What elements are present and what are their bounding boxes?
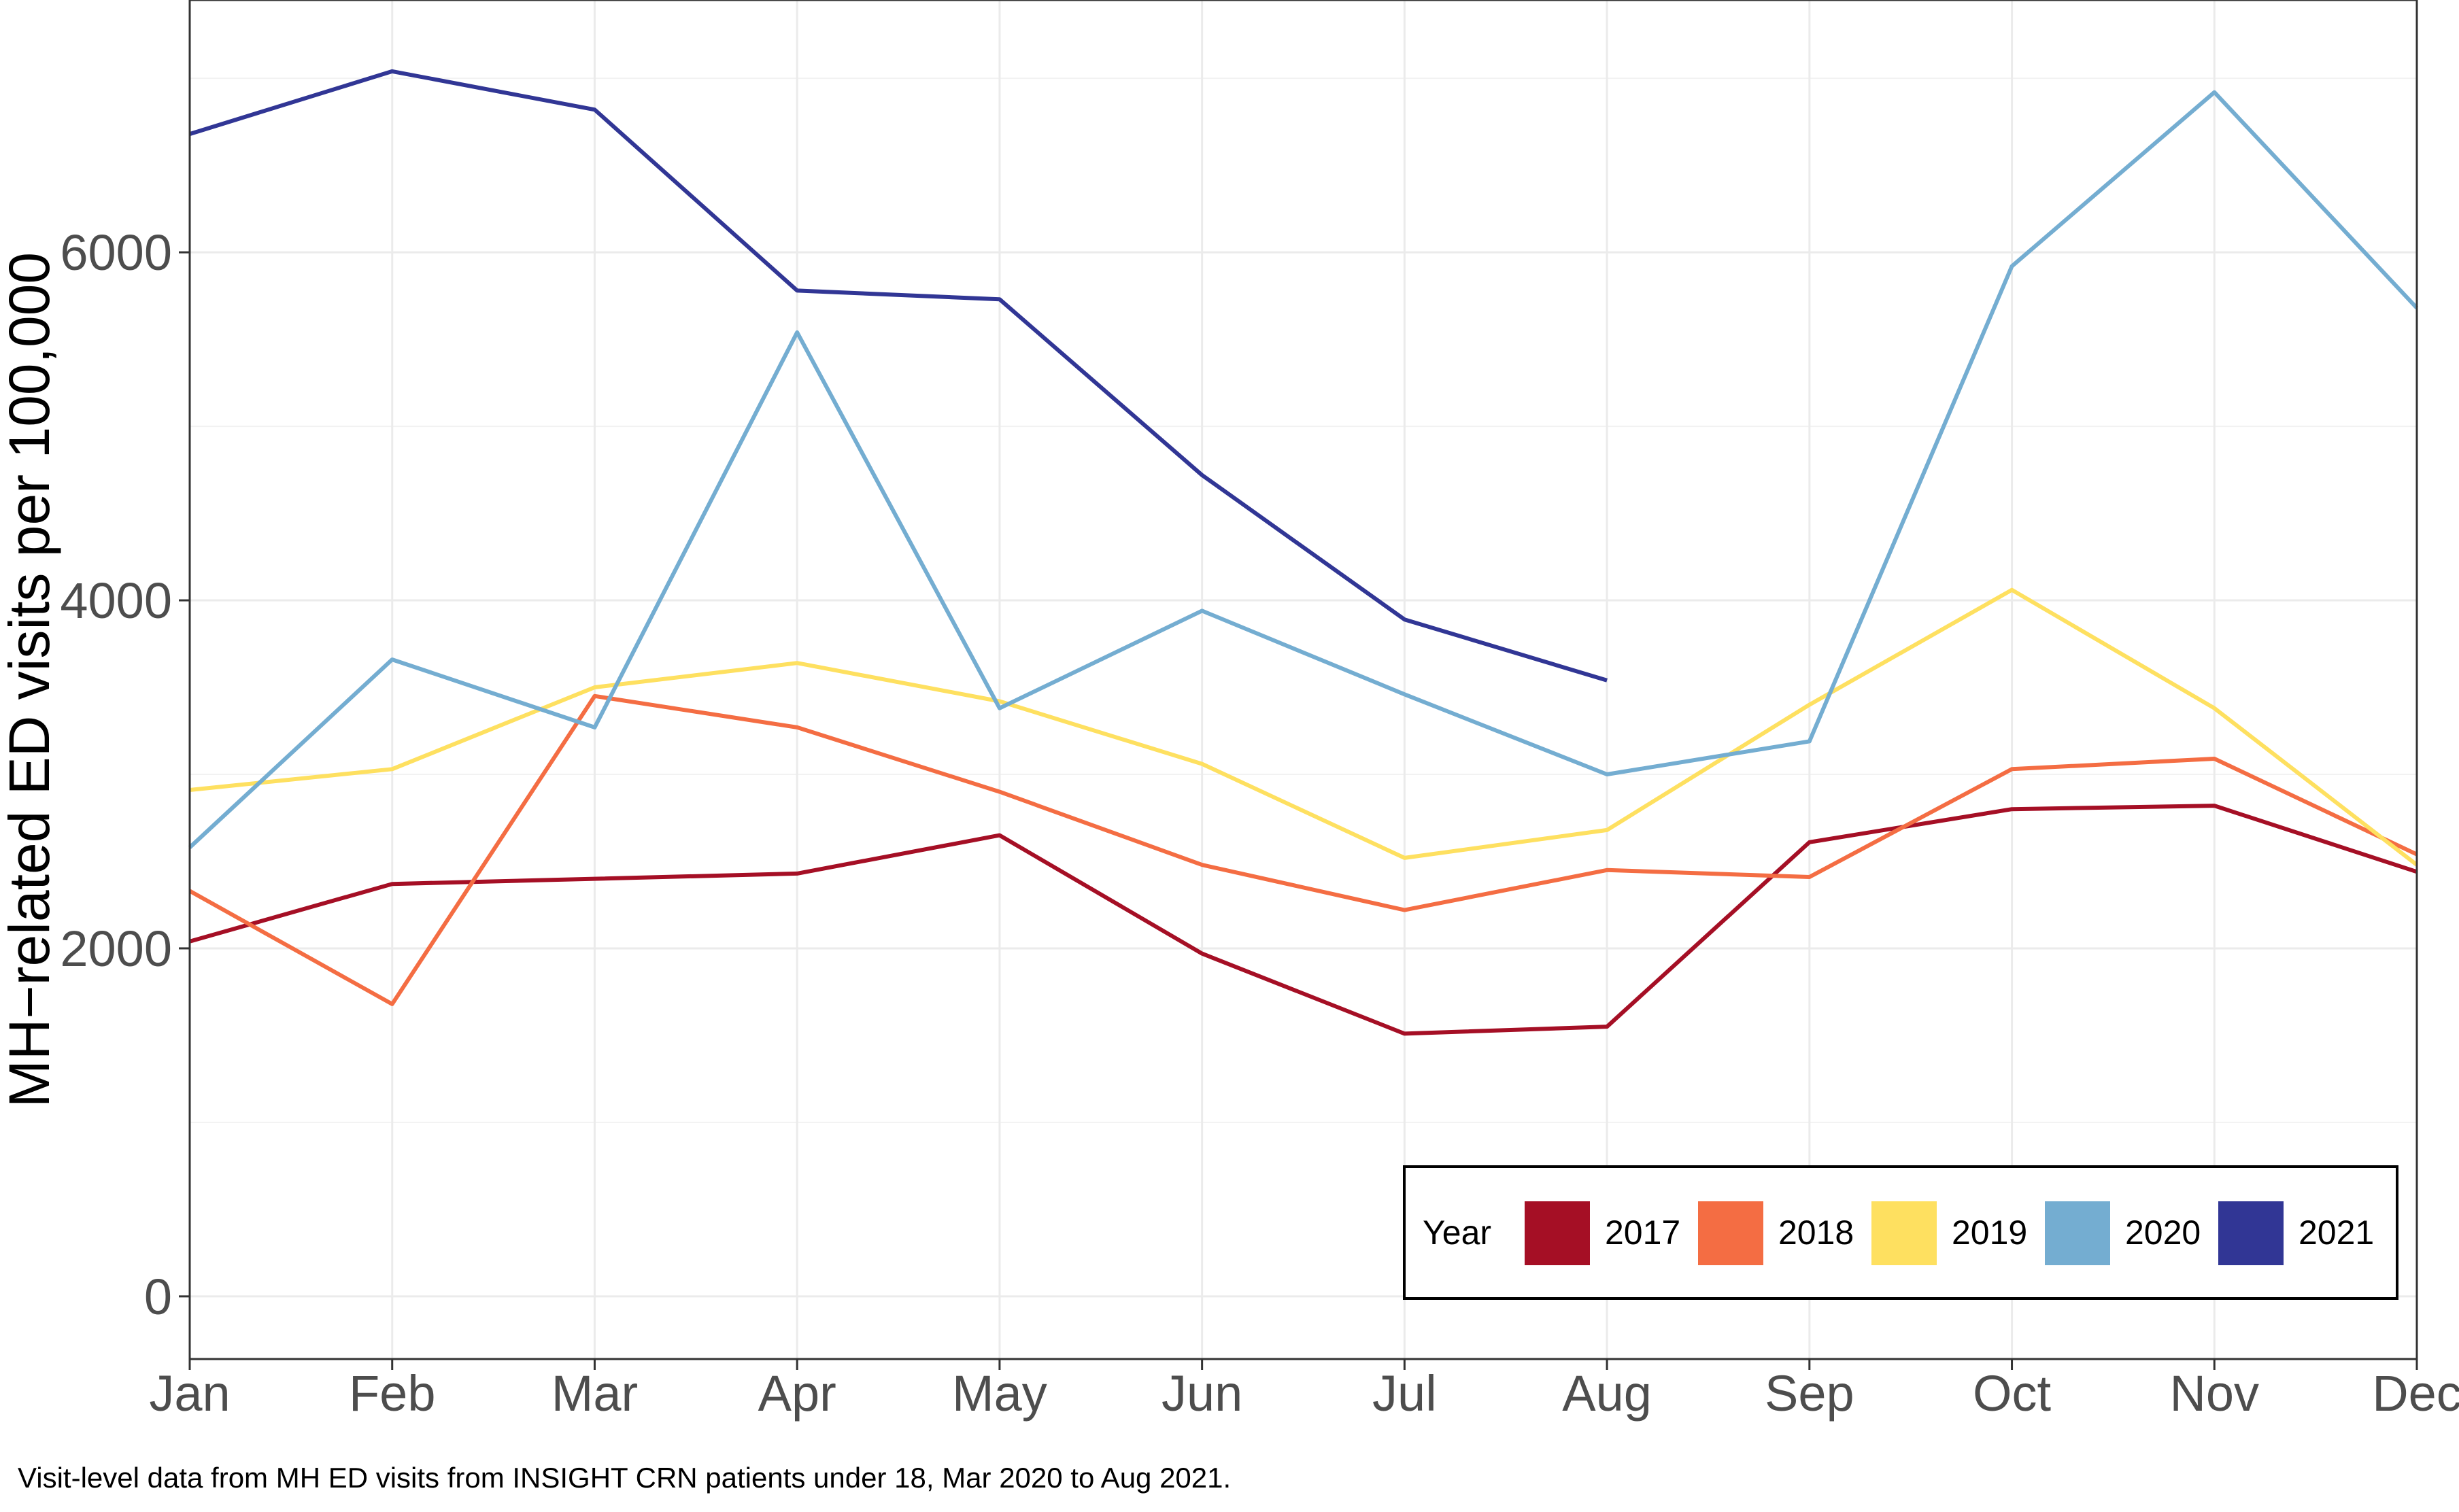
- y-tick-label: 4000: [60, 572, 172, 629]
- x-tick-label: Jun: [1161, 1365, 1242, 1422]
- legend-title: Year: [1423, 1214, 1491, 1252]
- legend-key-2019: [1871, 1201, 1937, 1265]
- plot-border: [188, 0, 2418, 1360]
- x-axis: Jan Feb Mar Apr May Jun Jul Aug Sep Oct Nov Dec: [149, 1359, 2459, 1422]
- series-lines: [188, 69, 2419, 1036]
- x-tick-label: Sep: [1765, 1365, 1854, 1422]
- series-line-2020: [188, 90, 2419, 849]
- x-tick-label: Feb: [349, 1365, 436, 1422]
- x-tick-label: May: [952, 1365, 1047, 1422]
- legend: Year 2017 2018 2019 2020 2021: [1403, 1165, 2398, 1300]
- legend-key-2017: [1525, 1201, 1590, 1265]
- legend-label-2021: 2021: [2299, 1214, 2374, 1252]
- legend-items: 2017 2018 2019 2020 2021: [1525, 1201, 2374, 1265]
- legend-key-2018: [1698, 1201, 1763, 1265]
- x-tick-label: Dec: [2372, 1365, 2459, 1422]
- x-tick-label: Jan: [149, 1365, 230, 1422]
- x-tick-label: Oct: [1973, 1365, 2052, 1422]
- y-axis-title: MH−related ED visits per 100,000: [0, 252, 61, 1107]
- x-tick-label: Apr: [758, 1365, 836, 1422]
- y-tick-label: 6000: [60, 224, 172, 281]
- x-tick-label: Mar: [552, 1365, 638, 1422]
- legend-key-2020: [2045, 1201, 2110, 1265]
- x-tick-label: Aug: [1562, 1365, 1652, 1422]
- x-tick-label: Jul: [1372, 1365, 1437, 1422]
- series-line-2021: [189, 69, 1608, 683]
- series-line-2019: [189, 587, 2418, 867]
- y-tick-label: 0: [144, 1269, 172, 1325]
- series-line-2018: [188, 693, 2418, 1006]
- legend-key-2021: [2218, 1201, 2284, 1265]
- caption: Visit-level data from MH ED visits from …: [18, 1462, 1232, 1494]
- legend-label-2019: 2019: [1952, 1214, 2027, 1252]
- y-tick-label: 2000: [60, 921, 172, 977]
- y-axis: 0 2000 4000 6000: [60, 224, 190, 1325]
- legend-label-2020: 2020: [2125, 1214, 2201, 1252]
- x-tick-label: Nov: [2169, 1365, 2259, 1422]
- legend-label-2018: 2018: [1778, 1214, 1854, 1252]
- legend-label-2017: 2017: [1605, 1214, 1680, 1252]
- series-line-2017: [189, 804, 2418, 1036]
- plot-background: [190, 0, 2417, 1359]
